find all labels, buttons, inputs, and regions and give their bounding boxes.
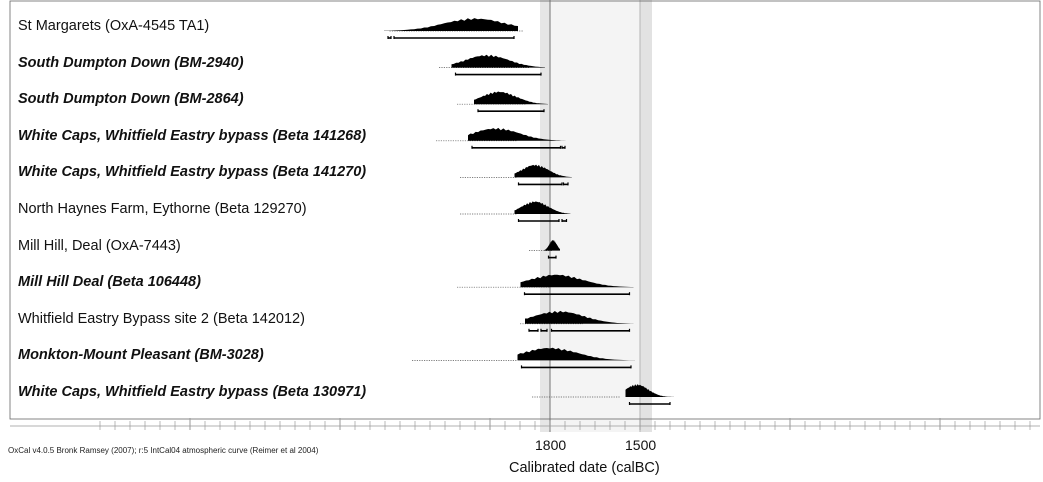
band-shadow-right xyxy=(640,0,652,432)
probability-distribution xyxy=(452,55,546,68)
tick-label-1500: 1500 xyxy=(625,437,656,453)
distribution-row-3 xyxy=(457,92,548,113)
row-label-2: South Dumpton Down (BM-2940) xyxy=(18,54,244,72)
probability-distribution xyxy=(474,92,548,105)
row-label-1: St Margarets (OxA-4545 TA1) xyxy=(18,17,209,35)
row-label-11: White Caps, Whitfield Eastry bypass (Bet… xyxy=(18,383,366,401)
row-label-3: South Dumpton Down (BM-2864) xyxy=(18,90,244,108)
row-label-9: Whitfield Eastry Bypass site 2 (Beta 142… xyxy=(18,310,305,328)
row-label-6: North Haynes Farm, Eythorne (Beta 129270… xyxy=(18,200,307,218)
row-label-10: Monkton-Mount Pleasant (BM-3028) xyxy=(18,346,264,364)
row-label-5: White Caps, Whitfield Eastry bypass (Bet… xyxy=(18,163,366,181)
distribution-row-1 xyxy=(384,18,523,39)
distribution-row-2 xyxy=(439,55,545,76)
row-label-7: Mill Hill, Deal (OxA-7443) xyxy=(18,237,181,255)
row-label-8: Mill Hill Deal (Beta 106448) xyxy=(18,273,201,291)
row-label-4: White Caps, Whitfield Eastry bypass (Bet… xyxy=(18,127,366,145)
tick-label-1800: 1800 xyxy=(535,437,566,453)
probability-distribution xyxy=(384,18,518,31)
x-axis-label: Calibrated date (calBC) xyxy=(509,460,660,476)
software-credit: OxCal v4.0.5 Bronk Ramsey (2007); r:5 In… xyxy=(8,446,318,455)
x-axis xyxy=(10,418,1040,430)
